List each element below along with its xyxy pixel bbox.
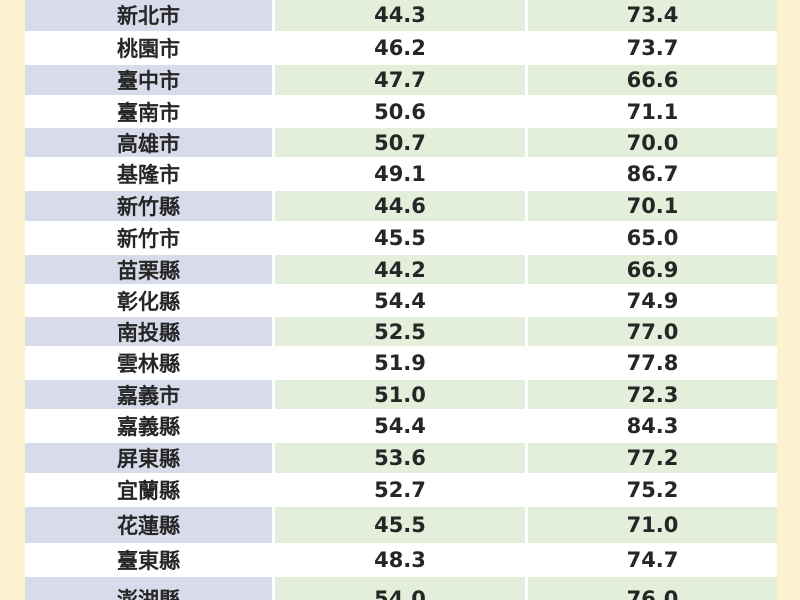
value-cell: 48.3 (275, 545, 525, 575)
row-label: 苗栗縣 (25, 255, 272, 284)
value-cell: 46.2 (275, 33, 525, 63)
value-cell: 54.4 (275, 286, 525, 315)
row-label: 臺東縣 (25, 545, 272, 575)
row-label: 嘉義縣 (25, 411, 272, 441)
value-cell: 45.5 (275, 223, 525, 253)
value-cell: 73.7 (528, 33, 777, 63)
value-cell: 44.2 (275, 255, 525, 284)
value-cell: 65.0 (528, 223, 777, 253)
value-cell: 50.7 (275, 128, 525, 157)
value-cell: 73.4 (528, 0, 777, 31)
value-cell: 66.6 (528, 65, 777, 95)
value-cell: 54.4 (275, 411, 525, 441)
value-cell: 86.7 (528, 159, 777, 189)
row-label: 新北市 (25, 0, 272, 31)
value-cell: 70.1 (528, 191, 777, 221)
value-cell: 49.1 (275, 159, 525, 189)
value-cell: 77.8 (528, 348, 777, 378)
value-cell: 44.6 (275, 191, 525, 221)
table: 新北市 44.3 73.4 桃園市 46.2 73.7 臺中市 47.7 66.6 臺南市 50.6… (25, 0, 777, 600)
row-label: 新竹縣 (25, 191, 272, 221)
value-cell: 74.9 (528, 286, 777, 315)
value-cell: 51.0 (275, 380, 525, 409)
value-cell: 47.7 (275, 65, 525, 95)
row-label: 桃園市 (25, 33, 272, 63)
value-cell: 52.5 (275, 317, 525, 346)
row-label: 基隆市 (25, 159, 272, 189)
value-cell: 53.6 (275, 443, 525, 473)
value-cell: 74.7 (528, 545, 777, 575)
row-label: 屏東縣 (25, 443, 272, 473)
row-label: 新竹市 (25, 223, 272, 253)
row-label: 臺中市 (25, 65, 272, 95)
row-label: 雲林縣 (25, 348, 272, 378)
value-cell: 54.0 (275, 577, 525, 600)
row-label: 嘉義市 (25, 380, 272, 409)
value-cell: 72.3 (528, 380, 777, 409)
value-cell: 84.3 (528, 411, 777, 441)
value-cell: 45.5 (275, 507, 525, 543)
row-label: 澎湖縣 (25, 577, 272, 600)
value-cell: 70.0 (528, 128, 777, 157)
row-label: 彰化縣 (25, 286, 272, 315)
value-cell: 50.6 (275, 97, 525, 126)
value-cell: 51.9 (275, 348, 525, 378)
value-cell: 71.0 (528, 507, 777, 543)
value-cell: 44.3 (275, 0, 525, 31)
row-label: 宜蘭縣 (25, 475, 272, 505)
value-cell: 76.0 (528, 577, 777, 600)
row-label: 南投縣 (25, 317, 272, 346)
value-cell: 66.9 (528, 255, 777, 284)
value-cell: 52.7 (275, 475, 525, 505)
value-cell: 77.0 (528, 317, 777, 346)
value-cell: 71.1 (528, 97, 777, 126)
value-cell: 77.2 (528, 443, 777, 473)
row-label: 臺南市 (25, 97, 272, 126)
row-label: 高雄市 (25, 128, 272, 157)
value-cell: 75.2 (528, 475, 777, 505)
row-label: 花蓮縣 (25, 507, 272, 543)
